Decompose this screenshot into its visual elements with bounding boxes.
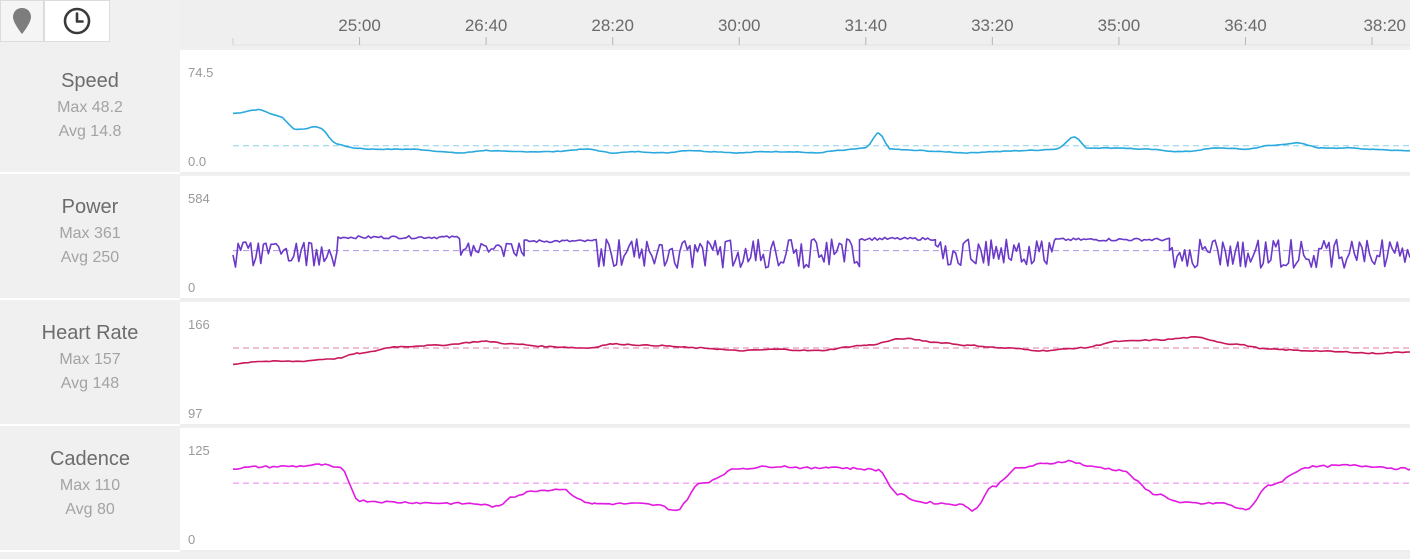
metric-avg: Avg 80 [65,501,115,518]
power-summary: Power Max 361 Avg 250 [0,176,180,300]
heart-rate-plot [232,336,1410,366]
time-tick-label: 26:40 [465,16,508,35]
metric-max: Max 48.2 [57,99,123,116]
metric-name: Heart Rate [41,322,139,344]
time-tick-label: 28:20 [591,16,634,35]
power-plot [232,235,1410,269]
cadence-summary: Cadence Max 110 Avg 80 [0,428,180,552]
power-chart-panel[interactable]: 584 0 [180,176,1410,300]
y-max-label: 74.5 [188,65,213,80]
view-toolbar [0,0,110,44]
cadence-chart: 125 0 [188,443,1410,547]
time-view-button[interactable] [44,0,110,42]
y-min-label: 97 [188,406,202,421]
time-tick-label: 36:40 [1224,16,1267,35]
map-pin-icon [13,8,31,34]
speed-chart: 74.5 0.0 [188,65,1410,169]
time-axis-chart: 25:00 26:40 28:20 30:00 31:40 33:20 35:00 36:40… [232,16,1410,46]
series-line [232,235,1410,269]
map-view-button[interactable] [0,0,44,42]
speed-chart-panel[interactable]: 74.5 0.0 [180,50,1410,174]
time-tick-label: 35:00 [1098,16,1141,35]
speed-plot [232,108,1410,154]
series-line [232,336,1410,366]
time-tick-label: 38:20 [1363,16,1406,35]
time-axis: 25:00 26:40 28:20 30:00 31:40 33:20 35:00 36:40… [180,0,1410,48]
power-chart: 584 0 [188,191,1410,295]
series-line [232,108,1410,154]
metric-avg: Avg 14.8 [58,123,122,140]
y-max-label: 584 [188,191,210,206]
metric-avg: Avg 250 [60,249,120,266]
speed-summary: Speed Max 48.2 Avg 14.8 [0,50,180,174]
metric-max: Max 110 [59,477,121,494]
series-line [232,459,1410,512]
clock-icon [63,7,91,35]
metric-max: Max 157 [59,351,121,368]
heart-rate-chart-panel[interactable]: 166 97 [180,302,1410,426]
cadence-plot [232,459,1410,512]
time-tick-label: 31:40 [845,16,888,35]
time-tick-label: 30:00 [718,16,761,35]
y-min-label: 0.0 [188,154,206,169]
heart-rate-chart: 166 97 [188,317,1410,421]
y-max-label: 166 [188,317,210,332]
metric-name: Power [61,196,119,218]
time-tick-label: 33:20 [971,16,1014,35]
heart-rate-summary: Heart Rate Max 157 Avg 148 [0,302,180,426]
cadence-chart-panel[interactable]: 125 0 [180,428,1410,552]
y-max-label: 125 [188,443,210,458]
y-min-label: 0 [188,532,195,547]
metric-name: Cadence [49,448,131,470]
time-tick-label: 25:00 [338,16,381,35]
metric-max: Max 361 [59,225,121,242]
metric-avg: Avg 148 [60,375,120,392]
metric-name: Speed [61,70,119,92]
y-min-label: 0 [188,280,195,295]
